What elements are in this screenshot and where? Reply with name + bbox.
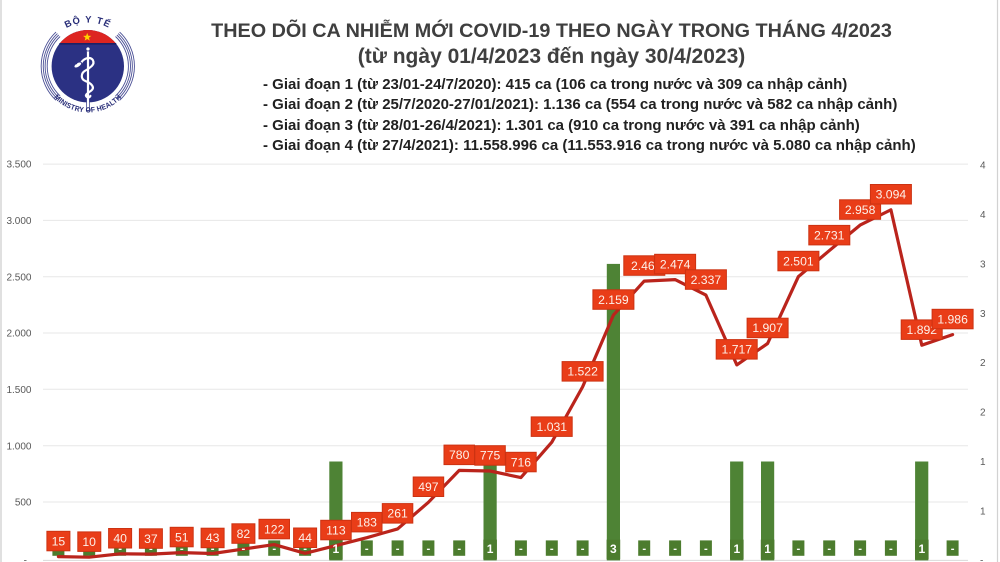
svg-text:-: - <box>797 543 801 555</box>
svg-text:82: 82 <box>237 527 251 541</box>
svg-text:1.717: 1.717 <box>722 343 753 357</box>
svg-text:-: - <box>550 543 554 555</box>
svg-text:-: - <box>242 543 246 555</box>
svg-text:1: 1 <box>918 542 925 556</box>
svg-text:780: 780 <box>449 448 470 462</box>
svg-text:2: 2 <box>980 408 986 419</box>
svg-text:1: 1 <box>333 542 340 556</box>
svg-text:-: - <box>180 543 184 555</box>
svg-text:-: - <box>673 543 677 555</box>
svg-text:1.000: 1.000 <box>6 441 31 452</box>
svg-text:2.159: 2.159 <box>598 293 629 307</box>
svg-text:122: 122 <box>264 522 285 536</box>
svg-text:3.094: 3.094 <box>876 188 907 202</box>
svg-text:-: - <box>858 543 862 555</box>
svg-text:44: 44 <box>298 531 312 545</box>
svg-text:2: 2 <box>980 358 986 369</box>
svg-text:500: 500 <box>15 498 32 509</box>
svg-text:183: 183 <box>357 515 378 529</box>
svg-text:3: 3 <box>980 309 986 320</box>
svg-text:-: - <box>303 543 307 555</box>
svg-text:-: - <box>642 543 646 555</box>
svg-text:1.892: 1.892 <box>907 323 938 337</box>
svg-text:4: 4 <box>980 210 986 221</box>
svg-text:-: - <box>396 543 400 555</box>
svg-text:261: 261 <box>387 507 408 521</box>
svg-text:40: 40 <box>113 532 127 546</box>
svg-text:2.461: 2.461 <box>631 259 662 273</box>
svg-text:1.986: 1.986 <box>937 312 968 326</box>
svg-text:-: - <box>272 543 276 555</box>
svg-text:2.337: 2.337 <box>691 273 722 287</box>
svg-text:-: - <box>24 556 27 562</box>
svg-text:113: 113 <box>326 523 346 537</box>
svg-text:2.474: 2.474 <box>660 257 691 271</box>
svg-text:-: - <box>951 543 955 555</box>
svg-text:BỘ Y TẾ: BỘ Y TẾ <box>62 13 113 29</box>
svg-text:-: - <box>980 556 983 562</box>
svg-text:51: 51 <box>175 530 189 544</box>
svg-text:-: - <box>889 543 893 555</box>
svg-text:-: - <box>365 543 369 555</box>
svg-text:-: - <box>581 543 585 555</box>
svg-text:15: 15 <box>52 534 66 548</box>
svg-text:1.522: 1.522 <box>567 365 598 379</box>
svg-text:2.958: 2.958 <box>845 203 876 217</box>
svg-text:1: 1 <box>487 542 494 556</box>
svg-text:-: - <box>704 543 708 555</box>
svg-text:-: - <box>118 543 122 555</box>
svg-text:37: 37 <box>144 532 158 546</box>
svg-text:4: 4 <box>980 161 986 172</box>
svg-text:1: 1 <box>733 542 740 556</box>
svg-text:1: 1 <box>980 457 986 468</box>
svg-text:497: 497 <box>418 480 439 494</box>
svg-text:10: 10 <box>82 535 96 549</box>
svg-text:716: 716 <box>511 455 532 469</box>
svg-text:3.000: 3.000 <box>6 216 31 227</box>
svg-text:775: 775 <box>480 449 501 463</box>
svg-text:1.500: 1.500 <box>6 385 31 396</box>
svg-text:3: 3 <box>980 259 986 270</box>
svg-text:-: - <box>427 543 431 555</box>
svg-text:-: - <box>457 543 461 555</box>
svg-text:-: - <box>519 543 523 555</box>
svg-text:2.000: 2.000 <box>6 329 31 340</box>
svg-text:2.731: 2.731 <box>814 228 845 242</box>
svg-text:3.500: 3.500 <box>6 160 31 171</box>
svg-text:1.031: 1.031 <box>537 420 568 434</box>
svg-text:3: 3 <box>610 542 617 556</box>
svg-text:43: 43 <box>206 531 220 545</box>
svg-text:1: 1 <box>764 542 771 556</box>
svg-text:-: - <box>211 543 215 555</box>
svg-text:1.907: 1.907 <box>752 321 783 335</box>
svg-text:2.500: 2.500 <box>6 272 31 283</box>
svg-text:1: 1 <box>980 506 986 517</box>
svg-text:2.501: 2.501 <box>783 254 814 268</box>
svg-text:-: - <box>827 543 831 555</box>
